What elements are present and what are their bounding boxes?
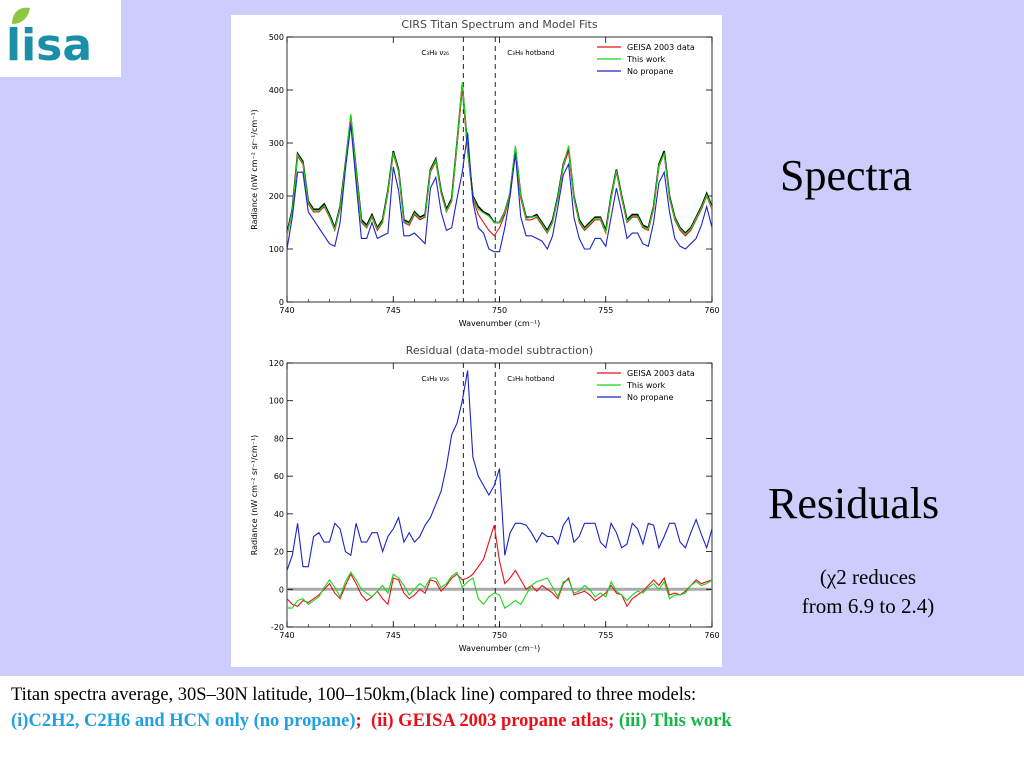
panel1-legend-label: This work xyxy=(626,55,666,64)
panel1-annotation-label: C₃H₈ hotband xyxy=(507,49,554,57)
panel2-legend-label: This work xyxy=(626,381,666,390)
spectra-label: Spectra xyxy=(780,151,912,200)
chi-note-line1: (χ2 reduces xyxy=(819,565,917,589)
panel1-xtick-label: 745 xyxy=(386,306,401,315)
panel2-xtick-label: 755 xyxy=(598,631,613,640)
panel2-ytick-label: 20 xyxy=(274,548,284,557)
panel1-xtick-label: 760 xyxy=(704,306,719,315)
panel2-chart: Residual (data-model subtraction) 740 745 7… xyxy=(250,344,720,653)
panel2-annotation-label: C₃H₈ hotband xyxy=(507,375,554,383)
panel1-title: CIRS Titan Spectrum and Model Fits xyxy=(401,18,597,31)
panel1-series-line-1 xyxy=(286,84,713,235)
slide-caption: Titan spectra average, 30S–30N latitude,… xyxy=(0,676,1024,768)
panel2-annotation-label: C₃H₈ ν₂₆ xyxy=(421,375,449,383)
panel1-ytick-label: 400 xyxy=(269,86,284,95)
panel2-ytick-label: 60 xyxy=(274,472,284,481)
panel2-series-line-3 xyxy=(286,370,713,571)
panel1-yaxis-title: Radiance (nW cm⁻² sr⁻¹/cm⁻¹) xyxy=(250,109,259,230)
panel2-legend-label: No propane xyxy=(627,393,674,402)
residuals-label: Residuals xyxy=(768,479,940,528)
panel1-xtick-label: 755 xyxy=(598,306,613,315)
panel1-chart: CIRS Titan Spectrum and Model Fits 740 745… xyxy=(250,18,720,328)
spectra-figure: CIRS Titan Spectrum and Model Fits 740 745… xyxy=(231,15,722,667)
panel1-series-line-4 xyxy=(286,124,713,253)
panel1-plot-frame xyxy=(286,36,713,303)
panel1-annotation-label: C₃H₈ ν₂₆ xyxy=(421,49,449,57)
lisa-logo-mark: lisa xyxy=(6,7,92,71)
panel1-xtick-label: 740 xyxy=(279,306,294,315)
lisa-logo: lisa xyxy=(0,0,121,77)
panel2-xtick-label: 745 xyxy=(386,631,401,640)
panel2-series-line-2 xyxy=(287,571,713,609)
panel1-series-line-2 xyxy=(286,87,713,237)
panel1-legend-label: No propane xyxy=(627,67,674,76)
caption-model-iii-prefix: (iii) xyxy=(618,711,647,731)
panel2-ytick-label: 0 xyxy=(279,585,284,594)
chi-square-note: (χ2 reduces from 6.9 to 2.4) xyxy=(778,563,958,621)
panel2-title: Residual (data-model subtraction) xyxy=(406,344,593,357)
panel1-ytick-label: 300 xyxy=(269,139,284,148)
panel2-xtick-label: 760 xyxy=(704,631,719,640)
panel2-ytick-label: 100 xyxy=(269,397,284,406)
panel2-series-line-1 xyxy=(286,525,713,608)
caption-line1: Titan spectra average, 30S–30N latitude,… xyxy=(11,685,697,705)
logo-text: lisa xyxy=(6,20,92,71)
panel1-ytick-label: 100 xyxy=(269,245,284,254)
panel2-ytick-label: 80 xyxy=(274,434,284,443)
panel1-xtick-label: 750 xyxy=(492,306,507,315)
chi-note-line2: from 6.9 to 2.4) xyxy=(801,594,935,618)
panel1-legend-label: GEISA 2003 data xyxy=(627,43,695,52)
logo-leaf-icon xyxy=(12,7,30,24)
panel2-ytick-label: 120 xyxy=(269,359,284,368)
panel2-xtick-label: 740 xyxy=(279,631,294,640)
caption-model-iii: This work xyxy=(646,711,732,731)
panel2-legend-label: GEISA 2003 data xyxy=(627,369,695,378)
panel2-xtick-label: 750 xyxy=(492,631,507,640)
panel2-ytick-label: 40 xyxy=(274,510,284,519)
panel1-xaxis-title: Wavenumber (cm⁻¹) xyxy=(459,319,541,328)
caption-sep1: ; xyxy=(355,711,371,731)
panel1-ytick-label: 500 xyxy=(269,33,284,42)
panel1-ytick-label: 0 xyxy=(279,298,284,307)
caption-model-i: (i)C2H2, C2H6 and HCN only (no propane) xyxy=(11,711,356,731)
panel1-ytick-label: 200 xyxy=(269,192,284,201)
panel2-yaxis-title: Radiance (nW cm⁻² sr⁻¹/cm⁻¹) xyxy=(250,435,259,556)
panel2-ytick-label: -20 xyxy=(271,623,284,632)
caption-line2: (i)C2H2, C2H6 and HCN only (no propane);… xyxy=(11,708,1024,734)
panel2-xaxis-title: Wavenumber (cm⁻¹) xyxy=(459,644,541,653)
panel1-series-line-3 xyxy=(286,82,713,235)
figure-canvas: CIRS Titan Spectrum and Model Fits 740 745… xyxy=(250,18,720,653)
caption-model-ii: (ii) GEISA 2003 propane atlas; xyxy=(370,711,615,731)
